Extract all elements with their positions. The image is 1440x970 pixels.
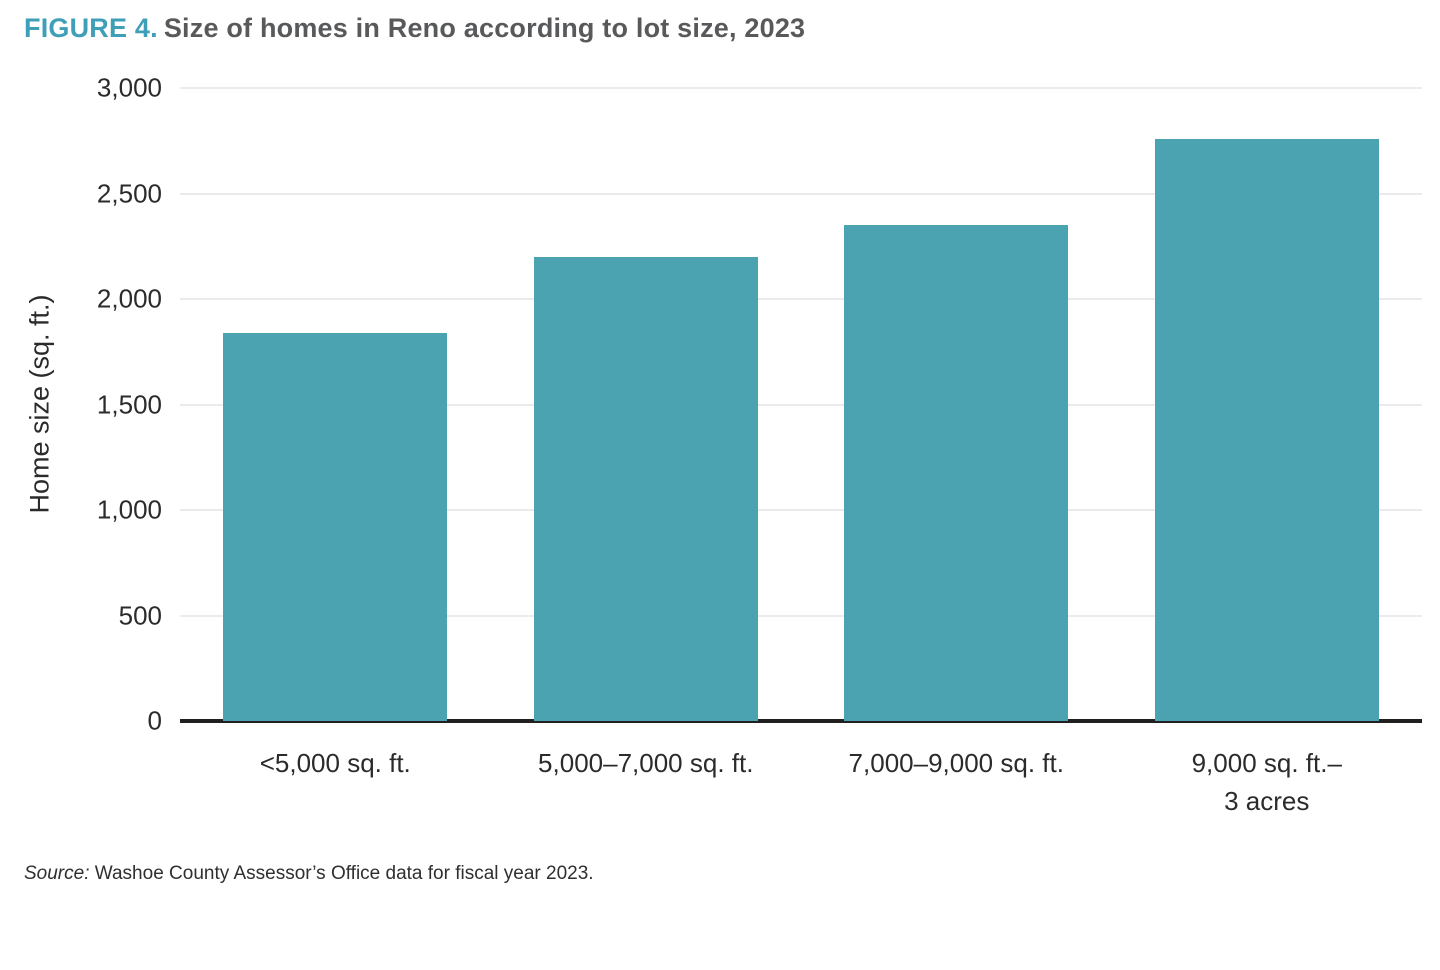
gridline-2000 [180, 298, 1422, 300]
figure-number-label: FIGURE 4. [24, 13, 158, 43]
bar-2 [533, 256, 758, 721]
y-tick-label-1000: 1,000 [96, 494, 162, 525]
y-tick-label-0: 0 [147, 705, 162, 736]
figure-title: FIGURE 4. Size of homes in Reno according… [24, 13, 805, 44]
bar-4 [1154, 138, 1379, 721]
bar-chart-plot-area [180, 87, 1422, 723]
source-label: Source: [24, 863, 90, 884]
bar-1 [223, 332, 448, 721]
y-tick-label-2000: 2,000 [96, 283, 162, 314]
source-text: Washoe County Assessor’s Office data for… [89, 863, 594, 884]
bar-3 [844, 225, 1069, 721]
x-tick-label-4: 9,000 sq. ft.– 3 acres [1191, 748, 1342, 816]
gridline-1000 [180, 509, 1422, 511]
figure-title-text: Size of homes in Reno according to lot s… [163, 13, 806, 43]
x-tick-label-2: 5,000–7,000 sq. ft. [538, 748, 754, 778]
gridline-1500 [180, 403, 1422, 406]
y-axis-tick-labels: 0 500 1,000 1,500 2,000 2,500 3,000 [0, 73, 162, 736]
x-axis-line [180, 719, 1422, 723]
gridline-500 [180, 614, 1422, 617]
gridline-2500 [180, 192, 1422, 195]
source-note: Source: Washoe County Assessor’s Office … [24, 863, 594, 885]
gridline-3000 [180, 87, 1422, 89]
x-axis-tick-labels: <5,000 sq. ft. 5,000–7,000 sq. ft. 7,000–9… [180, 745, 1422, 825]
y-tick-label-2500: 2,500 [96, 178, 162, 208]
y-tick-label-1500: 1,500 [96, 389, 162, 419]
x-tick-label-1: <5,000 sq. ft. [259, 748, 411, 778]
x-tick-label-3: 7,000–9,000 sq. ft. [848, 748, 1064, 778]
y-tick-label-500: 500 [118, 600, 162, 630]
y-tick-label-3000: 3,000 [96, 72, 162, 103]
